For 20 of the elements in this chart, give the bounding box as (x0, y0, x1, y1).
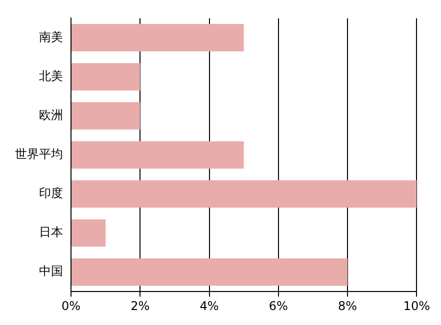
y-tick-label: 印度 (39, 186, 63, 200)
x-tick-label: 8% (338, 298, 358, 313)
bar (72, 102, 140, 130)
x-tick-label: 0% (61, 298, 81, 313)
bar (72, 63, 140, 90)
bar (72, 258, 348, 286)
y-tick-label: 日本 (39, 225, 63, 240)
x-tick-label: 10% (403, 298, 430, 313)
x-tick-label: 6% (268, 298, 288, 313)
bar (72, 219, 106, 247)
y-tick-label: 欧洲 (39, 108, 63, 122)
bar (72, 24, 244, 52)
bar (72, 141, 244, 169)
bar (72, 180, 417, 208)
y-tick-label: 南美 (39, 30, 63, 44)
x-tick-label: 4% (200, 298, 219, 313)
y-tick-label: 北美 (39, 68, 63, 83)
y-tick-label: 中国 (39, 264, 63, 278)
y-tick-label: 世界平均 (15, 147, 63, 162)
x-tick-label: 2% (130, 298, 150, 313)
